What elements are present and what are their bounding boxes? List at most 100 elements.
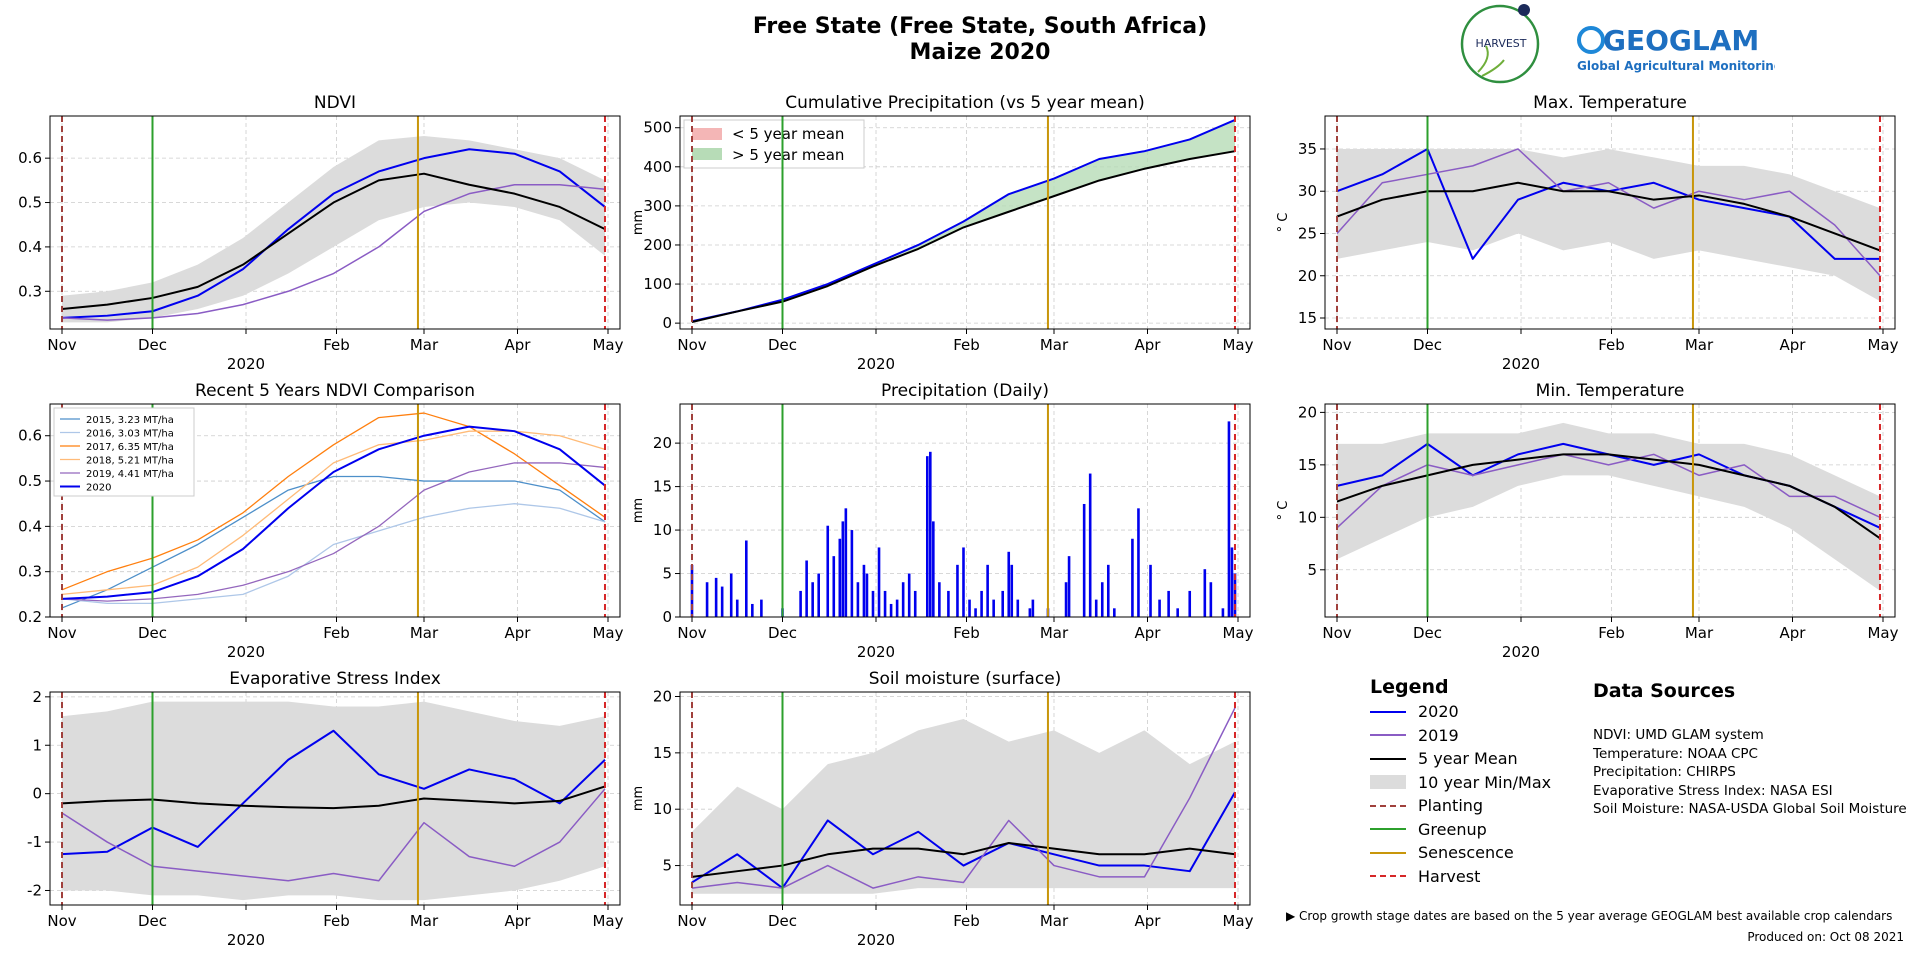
- above-mean-swatch: [692, 148, 722, 160]
- chart-ndvi-5-year: Recent 5 Years NDVI Comparison 0.2 0.3 0.4 0…: [18, 381, 623, 658]
- precip-bar: [805, 560, 808, 617]
- x-tick-label: Apr: [505, 912, 532, 930]
- x-tick-label: Dec: [768, 336, 797, 354]
- source-line: Temperature: NOAA CPC: [1593, 745, 1758, 762]
- precip-bar: [714, 577, 718, 617]
- precip-bar: [1188, 590, 1192, 617]
- x-year-label: 2020: [227, 355, 265, 370]
- legend-label: Greenup: [1418, 819, 1487, 839]
- x-tick-label: Nov: [47, 336, 76, 354]
- x-tick-label: May: [1867, 624, 1898, 642]
- legend-label: 5 year Mean: [1418, 749, 1518, 769]
- x-tick-label: May: [1867, 336, 1898, 354]
- y-tick-label: 0.6: [18, 149, 42, 167]
- precip-bar: [986, 564, 989, 617]
- x-tick-label: May: [1222, 336, 1253, 354]
- precip-bar: [1088, 473, 1092, 617]
- precip-bar: [1001, 590, 1005, 617]
- precip-bar: [841, 521, 845, 617]
- x-tick-label: Dec: [138, 912, 167, 930]
- precip-bar: [735, 599, 739, 617]
- x-year-label: 2020: [227, 931, 265, 949]
- title-line-2: Maize 2020: [909, 40, 1051, 65]
- precip-bar: [1010, 564, 1014, 617]
- series-legend-label: 2016, 3.03 MT/ha: [86, 429, 174, 440]
- precip-bar: [720, 586, 724, 617]
- precip-bar: [913, 590, 917, 617]
- fill-legend: < 5 year mean > 5 year mean: [683, 119, 865, 169]
- chart-title: Soil moisture (surface): [869, 669, 1062, 689]
- x-tick-label: Dec: [768, 624, 797, 642]
- x-year-label: 2020: [1502, 355, 1540, 370]
- chart-soil-moisture: Soil moisture (surface) 5 10 15 20 mm Nov Dec Fe…: [631, 669, 1254, 949]
- x-tick-label: May: [1222, 624, 1253, 642]
- precip-bar: [1221, 608, 1225, 617]
- precip-bar: [760, 599, 763, 617]
- legend-item-senescence: Senescence: [1360, 841, 1620, 865]
- x-tick-label: Nov: [1322, 336, 1351, 354]
- legend-label: 2019: [1418, 725, 1459, 745]
- source-line: Soil Moisture: NASA-USDA Global Soil Moi…: [1593, 801, 1907, 817]
- main-title: Free State (Free State, South Africa) Ma…: [600, 14, 1360, 66]
- y-axis-label: ° C: [1276, 213, 1291, 233]
- below-mean-swatch: [692, 128, 722, 140]
- x-year-label: 2020: [857, 643, 895, 658]
- precip-bar: [1067, 556, 1071, 617]
- title-line-1: Free State (Free State, South Africa): [752, 14, 1208, 39]
- precip-bar: [826, 525, 830, 617]
- x-tick-label: Mar: [1685, 624, 1714, 642]
- geoglam-logo-text: GEOGLAM: [1603, 24, 1759, 57]
- x-tick-label: Nov: [677, 336, 706, 354]
- x-tick-label: Feb: [323, 912, 350, 930]
- y-tick-label: 20: [653, 688, 672, 706]
- precip-bar: [1082, 503, 1086, 617]
- y-tick-label: 0.3: [18, 282, 42, 300]
- plot-frame: [49, 403, 621, 618]
- y-tick-label: 25: [1298, 224, 1317, 242]
- precip-bar: [1167, 590, 1170, 617]
- x-tick-label: Mar: [1040, 912, 1069, 930]
- x-year-label: 2020: [857, 355, 895, 370]
- x-tick-label: Feb: [953, 336, 980, 354]
- y-tick-label: 100: [643, 275, 672, 293]
- legend-label: 10 year Min/Max: [1418, 772, 1552, 792]
- precip-bar: [1094, 599, 1098, 617]
- geoglam-logo: GEOGLAM Global Agricultural Monitoring: [1577, 24, 1775, 73]
- precip-bar: [980, 590, 983, 617]
- x-year-label: 2020: [1502, 643, 1540, 658]
- x-tick-label: Apr: [505, 624, 532, 642]
- legend-label: 2020: [1418, 702, 1459, 722]
- x-tick-label: Mar: [410, 336, 439, 354]
- x-tick-label: Dec: [1413, 336, 1442, 354]
- x-tick-label: Nov: [677, 624, 706, 642]
- plot-frame: [49, 115, 621, 330]
- chart-title: Cumulative Precipitation (vs 5 year mean…: [785, 93, 1144, 113]
- precip-bar: [992, 599, 995, 617]
- legend-item-mean: 5 year Mean: [1360, 747, 1620, 771]
- plot-frame: [1324, 403, 1896, 618]
- x-tick-label: Nov: [47, 912, 76, 930]
- x-tick-label: Feb: [953, 912, 980, 930]
- series-legend-label: 2020: [86, 483, 111, 494]
- x-tick-label: May: [592, 336, 623, 354]
- precip-bar: [1230, 547, 1234, 617]
- fill-legend-label: > 5 year mean: [732, 146, 844, 164]
- y-tick-label: 15: [1298, 456, 1317, 474]
- precip-bar: [1158, 599, 1161, 617]
- x-tick-label: Feb: [323, 336, 350, 354]
- series-legend-label: 2017, 6.35 MT/ha: [86, 442, 174, 453]
- y-tick-label: 20: [1298, 403, 1317, 421]
- source-line: Evaporative Stress Index: NASA ESI: [1593, 782, 1833, 799]
- chart-evaporative-stress-index: Evaporative Stress Index -2 -1 0 1 2 Nov Dec Feb…: [27, 669, 624, 949]
- fill-legend-label: < 5 year mean: [732, 125, 844, 143]
- x-year-label: 2020: [857, 931, 895, 949]
- produced-date: Produced on: Oct 08 2021: [1747, 930, 1904, 944]
- legend-item-greenup: Greenup: [1360, 818, 1620, 842]
- precip-bar: [751, 603, 754, 617]
- series-legend: 2015, 3.23 MT/ha 2016, 3.03 MT/ha 2017, 6.…: [53, 407, 195, 497]
- data-sources: Data Sources NDVI: UMD GLAM system Tempe…: [1593, 680, 1920, 819]
- legend-item-harvest: Harvest: [1360, 865, 1620, 889]
- precip-bar: [1149, 564, 1152, 617]
- precip-bar: [817, 573, 820, 617]
- y-tick-label: 10: [1298, 508, 1317, 526]
